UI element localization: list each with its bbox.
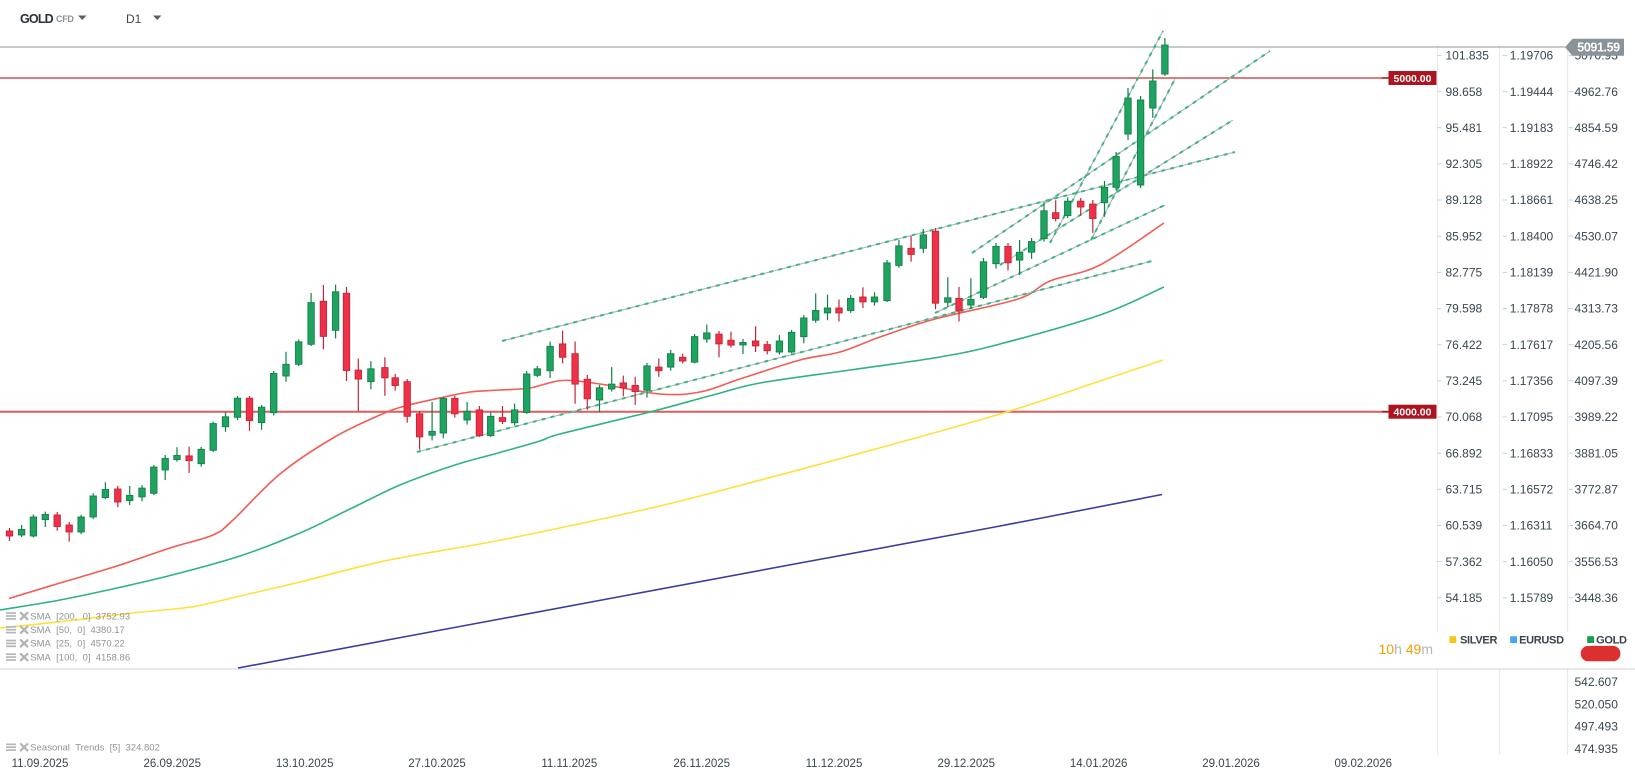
svg-text:1.15789: 1.15789 (1510, 591, 1554, 605)
svg-text:1.17095: 1.17095 (1510, 410, 1554, 424)
svg-text:542.607: 542.607 (1575, 675, 1619, 689)
svg-text:4313.73: 4313.73 (1575, 302, 1619, 316)
svg-text:497.493: 497.493 (1575, 720, 1619, 734)
svg-text:1.17356: 1.17356 (1510, 374, 1554, 388)
svg-text:D1: D1 (126, 12, 142, 26)
svg-text:101.835: 101.835 (1446, 49, 1490, 63)
svg-text:4097.39: 4097.39 (1575, 374, 1619, 388)
svg-text:520.050: 520.050 (1575, 697, 1619, 711)
svg-text:SMA [50, 0] 4380.17: SMA [50, 0] 4380.17 (30, 625, 125, 636)
svg-text:82.775: 82.775 (1446, 266, 1483, 280)
svg-text:1.16311: 1.16311 (1510, 519, 1553, 533)
svg-text:GOLD: GOLD (1596, 635, 1627, 647)
svg-text:SMA [200, 0] 3752.93: SMA [200, 0] 3752.93 (30, 611, 130, 622)
svg-text:11.09.2025: 11.09.2025 (12, 758, 69, 770)
svg-text:1.18139: 1.18139 (1510, 266, 1554, 280)
svg-text:4638.25: 4638.25 (1575, 193, 1619, 207)
svg-text:EURUSD: EURUSD (1519, 635, 1564, 647)
svg-text:26.11.2025: 26.11.2025 (673, 758, 730, 770)
svg-text:1.18922: 1.18922 (1510, 157, 1554, 171)
svg-text:66.892: 66.892 (1446, 446, 1483, 460)
svg-text:4530.07: 4530.07 (1575, 229, 1619, 243)
svg-text:70.068: 70.068 (1446, 410, 1483, 424)
svg-text:98.658: 98.658 (1446, 85, 1483, 99)
svg-text:1.16050: 1.16050 (1510, 555, 1554, 569)
svg-text:14.01.2026: 14.01.2026 (1070, 758, 1128, 770)
svg-text:4000.00: 4000.00 (1394, 406, 1432, 418)
svg-text:09.02.2026: 09.02.2026 (1335, 758, 1393, 770)
svg-text:76.422: 76.422 (1446, 338, 1483, 352)
svg-text:54.185: 54.185 (1446, 591, 1483, 605)
svg-text:1.18661: 1.18661 (1510, 193, 1554, 207)
svg-text:1.16833: 1.16833 (1510, 446, 1554, 460)
svg-text:CFD: CFD (56, 14, 74, 24)
svg-text:474.935: 474.935 (1575, 742, 1619, 756)
svg-text:SILVER: SILVER (1460, 635, 1497, 647)
svg-text:3664.70: 3664.70 (1575, 519, 1619, 533)
svg-text:29.12.2025: 29.12.2025 (938, 758, 996, 770)
svg-text:10h 49m: 10h 49m (1378, 641, 1433, 657)
svg-text:1.18400: 1.18400 (1510, 229, 1554, 243)
svg-text:95.481: 95.481 (1446, 121, 1483, 135)
svg-text:4421.90: 4421.90 (1575, 266, 1619, 280)
svg-text:1.17617: 1.17617 (1510, 338, 1554, 352)
svg-text:60.539: 60.539 (1446, 519, 1483, 533)
svg-text:4962.76: 4962.76 (1575, 85, 1619, 99)
svg-text:3556.53: 3556.53 (1575, 555, 1619, 569)
svg-text:85.952: 85.952 (1446, 229, 1483, 243)
svg-text:1.19706: 1.19706 (1510, 49, 1554, 63)
svg-text:5091.59: 5091.59 (1577, 41, 1620, 55)
svg-text:1.16572: 1.16572 (1510, 483, 1554, 497)
svg-text:SMA [25, 0] 4570.22: SMA [25, 0] 4570.22 (30, 639, 125, 650)
svg-text:73.245: 73.245 (1446, 374, 1483, 388)
svg-text:SMA [100, 0] 4158.86: SMA [100, 0] 4158.86 (30, 652, 130, 663)
svg-text:26.09.2025: 26.09.2025 (144, 758, 202, 770)
svg-text:3881.05: 3881.05 (1575, 446, 1619, 460)
svg-text:1.17878: 1.17878 (1510, 302, 1554, 316)
svg-text:4205.56: 4205.56 (1575, 338, 1619, 352)
svg-text:5000.00: 5000.00 (1394, 73, 1432, 85)
svg-text:3448.36: 3448.36 (1575, 591, 1619, 605)
svg-text:57.362: 57.362 (1446, 555, 1483, 569)
svg-text:11.11.2025: 11.11.2025 (541, 758, 597, 770)
svg-text:63.715: 63.715 (1446, 483, 1483, 497)
svg-text:3772.87: 3772.87 (1575, 483, 1619, 497)
svg-text:GOLD: GOLD (20, 12, 54, 26)
svg-text:1.19444: 1.19444 (1510, 85, 1554, 99)
svg-text:3989.22: 3989.22 (1575, 410, 1619, 424)
svg-text:4746.42: 4746.42 (1575, 157, 1619, 171)
svg-text:11.12.2025: 11.12.2025 (806, 758, 863, 770)
svg-text:1.19183: 1.19183 (1510, 121, 1554, 135)
svg-text:13.10.2025: 13.10.2025 (276, 758, 334, 770)
svg-text:4854.59: 4854.59 (1575, 121, 1619, 135)
svg-text:79.598: 79.598 (1446, 302, 1483, 316)
svg-text:92.305: 92.305 (1446, 157, 1483, 171)
svg-text:27.10.2025: 27.10.2025 (408, 758, 466, 770)
svg-text:29.01.2026: 29.01.2026 (1202, 758, 1260, 770)
svg-text:89.128: 89.128 (1446, 193, 1483, 207)
svg-text:Seasonal Trends [5] 324.802: Seasonal Trends [5] 324.802 (30, 743, 160, 754)
